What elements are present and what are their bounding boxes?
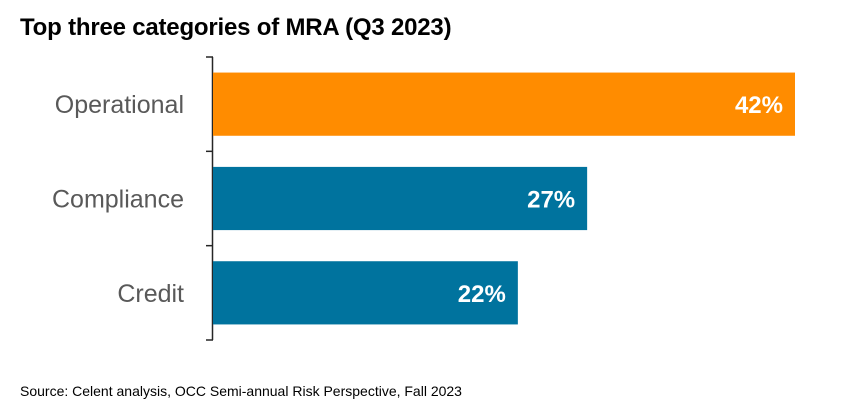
bar-compliance (213, 166, 588, 231)
value-label: 22% (458, 281, 506, 308)
source-note: Source: Celent analysis, OCC Semi-annual… (20, 383, 462, 399)
category-label: Operational (55, 91, 184, 119)
value-label: 27% (527, 187, 575, 214)
bars-group (213, 72, 795, 325)
value-label: 42% (735, 92, 783, 119)
category-label: Compliance (52, 186, 184, 214)
chart-title: Top three categories of MRA (Q3 2023) (20, 14, 452, 41)
category-label: Credit (117, 280, 184, 308)
category-labels: Operational Compliance Credit (52, 91, 184, 308)
bar-operational (213, 72, 795, 136)
value-labels: 42% 27% 22% (458, 92, 783, 308)
y-axis (206, 56, 214, 341)
bar-credit (213, 261, 518, 325)
